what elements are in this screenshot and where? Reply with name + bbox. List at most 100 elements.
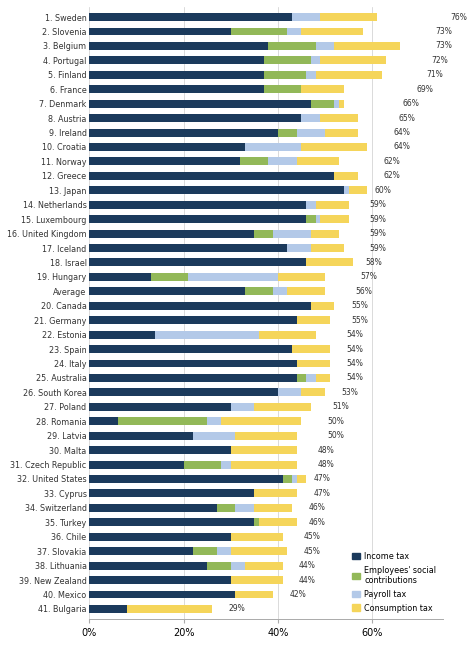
- Bar: [316, 42, 335, 50]
- Text: 72%: 72%: [431, 56, 448, 65]
- Bar: [320, 215, 348, 223]
- Text: 54%: 54%: [346, 373, 363, 382]
- Text: 54%: 54%: [346, 359, 363, 368]
- Text: 57%: 57%: [360, 272, 377, 281]
- Text: 69%: 69%: [417, 84, 434, 94]
- Bar: [89, 28, 231, 35]
- Bar: [89, 259, 306, 266]
- Bar: [217, 547, 231, 555]
- Bar: [89, 562, 207, 570]
- Bar: [231, 446, 297, 454]
- Bar: [89, 475, 283, 483]
- Text: 47%: 47%: [313, 475, 330, 484]
- Bar: [89, 302, 311, 310]
- Bar: [306, 71, 316, 79]
- Bar: [231, 533, 283, 541]
- Bar: [311, 244, 344, 252]
- Bar: [301, 85, 344, 93]
- Bar: [320, 13, 377, 21]
- Bar: [89, 273, 151, 281]
- Text: 50%: 50%: [328, 432, 344, 440]
- Bar: [335, 100, 339, 108]
- Bar: [325, 128, 358, 137]
- Bar: [264, 71, 306, 79]
- Bar: [89, 504, 217, 512]
- Bar: [89, 56, 264, 64]
- Text: 73%: 73%: [436, 27, 453, 36]
- Text: 54%: 54%: [346, 330, 363, 339]
- Bar: [292, 13, 320, 21]
- Bar: [306, 201, 316, 209]
- Bar: [236, 504, 255, 512]
- Text: 54%: 54%: [346, 344, 363, 353]
- Bar: [292, 475, 297, 483]
- Text: 56%: 56%: [356, 287, 373, 296]
- Bar: [89, 71, 264, 79]
- Bar: [231, 461, 297, 468]
- Bar: [89, 576, 231, 584]
- Bar: [221, 461, 231, 468]
- Bar: [89, 316, 297, 324]
- Bar: [255, 403, 311, 411]
- Bar: [278, 388, 301, 397]
- Bar: [273, 288, 287, 295]
- Text: 59%: 59%: [370, 229, 387, 238]
- Bar: [236, 591, 273, 599]
- Bar: [231, 562, 245, 570]
- Bar: [127, 605, 212, 613]
- Bar: [311, 56, 320, 64]
- Text: 65%: 65%: [398, 114, 415, 123]
- Bar: [306, 374, 316, 382]
- Bar: [89, 114, 301, 122]
- Bar: [348, 186, 367, 194]
- Text: 48%: 48%: [318, 460, 335, 469]
- Bar: [320, 56, 386, 64]
- Bar: [268, 42, 316, 50]
- Bar: [89, 157, 240, 165]
- Bar: [283, 475, 292, 483]
- Bar: [306, 259, 353, 266]
- Bar: [89, 143, 245, 151]
- Bar: [255, 504, 292, 512]
- Bar: [207, 417, 221, 425]
- Bar: [245, 288, 273, 295]
- Legend: Income tax, Employees' social
contributions, Payroll tax, Consumption tax: Income tax, Employees' social contributi…: [350, 550, 439, 615]
- Bar: [301, 28, 363, 35]
- Bar: [118, 417, 207, 425]
- Bar: [264, 56, 311, 64]
- Bar: [316, 374, 330, 382]
- Text: 64%: 64%: [393, 143, 410, 152]
- Bar: [278, 273, 325, 281]
- Bar: [231, 28, 287, 35]
- Bar: [287, 288, 325, 295]
- Text: 53%: 53%: [341, 388, 358, 397]
- Bar: [89, 446, 231, 454]
- Bar: [297, 359, 330, 368]
- Bar: [89, 432, 193, 440]
- Bar: [292, 345, 330, 353]
- Bar: [183, 461, 221, 468]
- Bar: [255, 490, 297, 497]
- Bar: [255, 519, 259, 526]
- Text: 76%: 76%: [450, 12, 467, 21]
- Bar: [89, 591, 236, 599]
- Text: 46%: 46%: [309, 503, 325, 512]
- Text: 62%: 62%: [384, 157, 401, 166]
- Bar: [297, 374, 306, 382]
- Bar: [89, 359, 297, 368]
- Bar: [193, 432, 236, 440]
- Bar: [301, 114, 320, 122]
- Text: 44%: 44%: [299, 561, 316, 570]
- Bar: [89, 388, 278, 397]
- Bar: [339, 100, 344, 108]
- Bar: [297, 475, 306, 483]
- Bar: [306, 215, 316, 223]
- Text: 48%: 48%: [318, 446, 335, 455]
- Bar: [287, 244, 311, 252]
- Bar: [301, 143, 367, 151]
- Bar: [259, 519, 297, 526]
- Text: 45%: 45%: [304, 547, 321, 556]
- Bar: [89, 85, 264, 93]
- Bar: [89, 244, 287, 252]
- Bar: [89, 201, 306, 209]
